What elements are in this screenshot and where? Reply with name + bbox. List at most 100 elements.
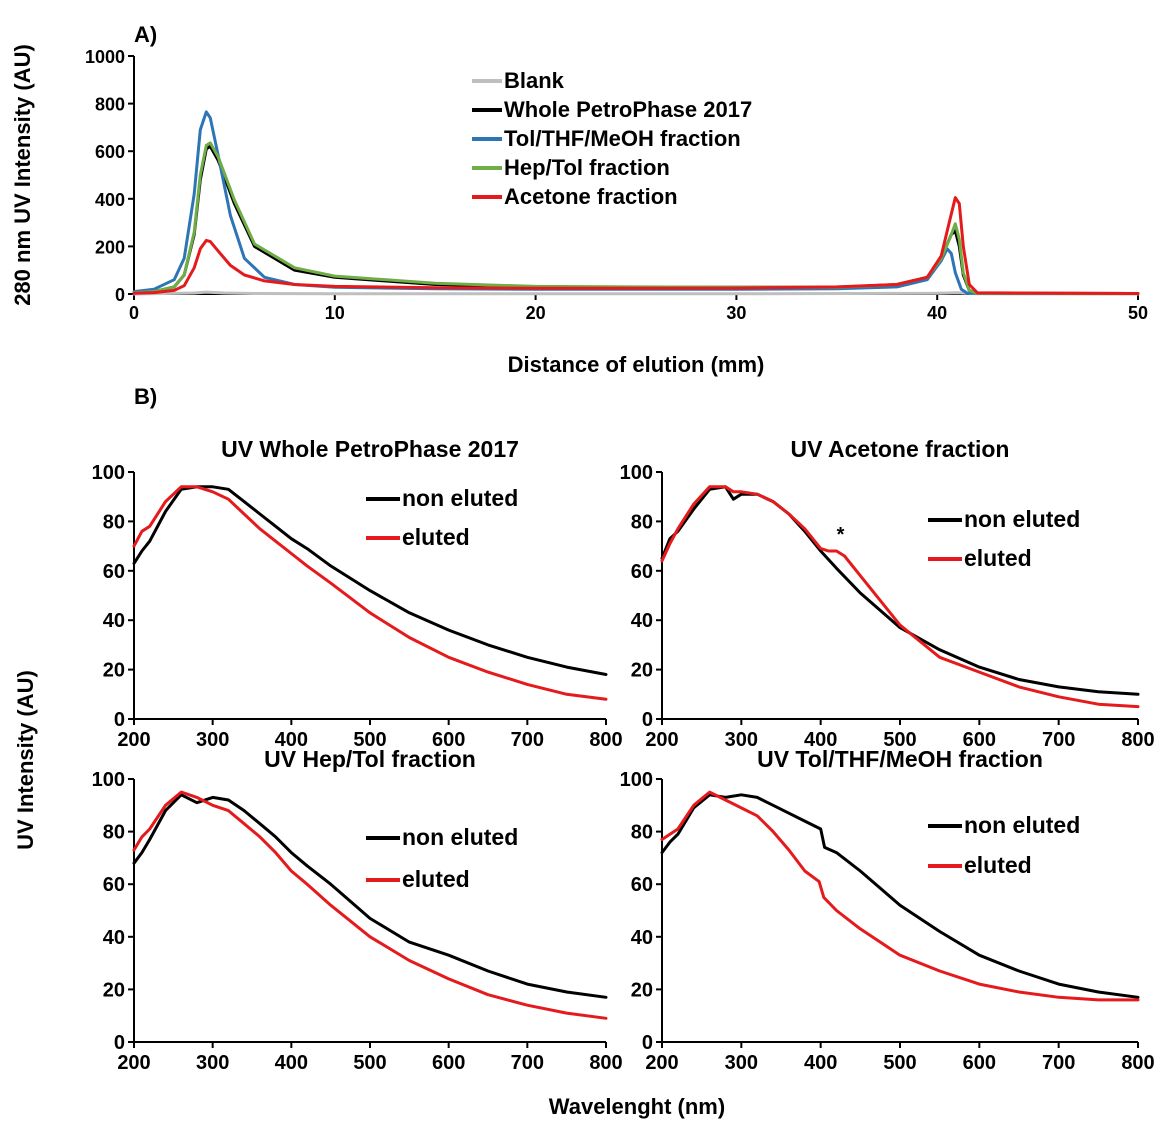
y-tick-label: 100 [92,769,125,791]
panel-b-label: B) [134,384,157,409]
y-tick-label: 0 [114,709,125,731]
y-tick-label: 40 [103,610,125,632]
legend-label: Tol/THF/MeOH fraction [504,126,741,151]
y-tick-label: 0 [642,1032,653,1054]
y-tick-label: 20 [103,660,125,682]
x-tick-label: 600 [432,1052,465,1074]
x-tick-label: 50 [1128,303,1148,323]
chart-1: 0 200 400 600 800 1000 0 10 20 30 40 50 Distance of … [10,44,1148,377]
x-tick-label: 300 [196,1052,229,1074]
x-tick-label: 10 [325,303,345,323]
x-tick-label: 40 [927,303,947,323]
y-tick-label: 0 [114,1032,125,1054]
y-tick-label: 100 [92,462,125,484]
y-tick-label: 100 [620,769,653,791]
series-line-2 [660,790,1140,1002]
x-tick-label: 700 [511,1052,544,1074]
series-line-1 [132,290,1140,296]
y-tick-label: 20 [103,979,125,1001]
chart-5: 0 20 40 60 80 100 200 300 400 500 600 700 800 UV Tol/… [620,746,1155,1074]
y-tick-label: 40 [631,610,653,632]
annotation-asterisk: * [837,524,845,546]
y-tick-label: 80 [631,822,653,844]
legend-label: Whole PetroPhase 2017 [504,97,752,122]
chart-4: 0 20 40 60 80 100 200 300 400 500 600 700 800 UV Hep/… [92,746,623,1074]
legend-label: eluted [964,545,1032,571]
legend-label: non eluted [964,506,1080,532]
legend-label: non eluted [402,485,518,511]
x-tick-label: 800 [1121,729,1154,751]
x-tick-label: 500 [883,1052,916,1074]
x-tick-label: 500 [353,729,386,751]
x-tick-label: 600 [963,1052,996,1074]
y-tick-label: 20 [631,660,653,682]
series-line-5 [132,196,1140,295]
legend-label: eluted [964,852,1032,878]
chart-title: UV Whole PetroPhase 2017 [221,436,519,462]
series-line-2 [132,790,608,1020]
x-tick-label: 200 [645,729,678,751]
y-tick-label: 60 [631,874,653,896]
y-tick-label: 800 [95,95,125,115]
legend-label: eluted [402,524,470,550]
y-tick-label: 20 [631,979,653,1001]
x-tick-label: 800 [589,729,622,751]
x-tick-label: 400 [804,729,837,751]
panel-a-label: A) [134,22,157,47]
x-tick-label: 300 [725,1052,758,1074]
x-tick-label: 0 [129,303,139,323]
x-axis-label: Distance of elution (mm) [508,352,765,377]
x-tick-label: 500 [883,729,916,751]
chart-2: 0 20 40 60 80 100 200 300 400 500 600 700 800 UV Whol… [92,436,623,751]
x-tick-label: 200 [645,1052,678,1074]
x-tick-label: 30 [726,303,746,323]
series-line-2 [660,485,1140,709]
y-tick-label: 600 [95,142,125,162]
legend-label: Hep/Tol fraction [504,155,670,180]
x-tick-label: 200 [117,1052,150,1074]
series-line-2 [132,485,608,701]
x-tick-label: 200 [117,729,150,751]
x-tick-label: 300 [725,729,758,751]
y-tick-label: 80 [103,822,125,844]
y-tick-label: 0 [642,709,653,731]
x-tick-label: 400 [275,729,308,751]
legend-label: Acetone fraction [504,184,678,209]
shared-y-axis-label: UV Intensity (AU) [13,670,38,850]
x-tick-label: 500 [353,1052,386,1074]
chart-title: UV Tol/THF/MeOH fraction [757,746,1043,772]
y-axis-label: 280 nm UV Intensity (AU) [10,44,35,306]
x-tick-label: 400 [275,1052,308,1074]
legend-label: non eluted [964,812,1080,838]
x-tick-label: 400 [804,1052,837,1074]
chart-title: UV Hep/Tol fraction [264,746,476,772]
legend-label: non eluted [402,824,518,850]
series-line-1 [660,793,1140,999]
x-tick-label: 600 [963,729,996,751]
shared-x-axis-label: Wavelenght (nm) [549,1094,725,1119]
x-tick-label: 700 [511,729,544,751]
y-tick-label: 60 [103,561,125,583]
x-tick-label: 600 [432,729,465,751]
y-tick-label: 200 [95,237,125,257]
y-tick-label: 80 [103,511,125,533]
x-tick-label: 300 [196,729,229,751]
x-tick-label: 700 [1042,1052,1075,1074]
chart-title: UV Acetone fraction [791,436,1010,462]
legend-label: eluted [402,866,470,892]
y-tick-label: 0 [115,285,125,305]
y-tick-label: 100 [620,462,653,484]
y-tick-label: 60 [631,561,653,583]
x-tick-label: 800 [1121,1052,1154,1074]
x-tick-label: 700 [1042,729,1075,751]
y-tick-label: 40 [631,927,653,949]
y-tick-label: 40 [103,927,125,949]
series-line-4 [132,141,1140,295]
series-line-1 [132,793,608,999]
x-tick-label: 800 [589,1052,622,1074]
y-tick-label: 80 [631,511,653,533]
y-tick-label: 60 [103,874,125,896]
chart-3: 0 20 40 60 80 100 200 300 400 500 600 700 800 UV Acet… [620,436,1155,751]
